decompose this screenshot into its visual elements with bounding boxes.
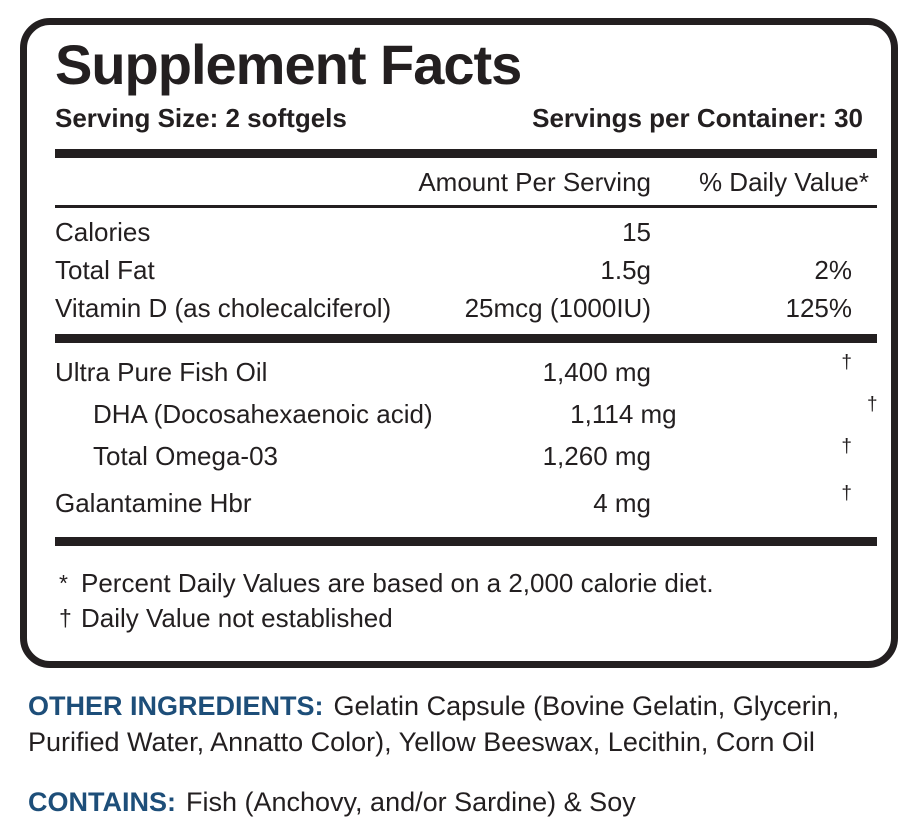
row-amount: 1,400 mg bbox=[542, 357, 651, 387]
footnote-percent-daily-value: * Percent Daily Values are based on a 2,… bbox=[55, 567, 877, 599]
other-ingredients-section: OTHER INGREDIENTS: Gelatin Capsule (Bovin… bbox=[28, 688, 873, 760]
amount-per-serving-header: Amount Per Serving bbox=[418, 167, 651, 197]
table-row-total-fat: Total Fat 1.5g 2% bbox=[55, 255, 877, 286]
row-name: Total Fat bbox=[55, 255, 155, 285]
row-amount: 1.5g bbox=[600, 255, 651, 285]
contains-text: Fish (Anchovy, and/or Sardine) & Soy bbox=[186, 787, 636, 817]
contains-label: CONTAINS: bbox=[28, 787, 176, 817]
divider-thick-top bbox=[55, 149, 877, 158]
panel-title: Supplement Facts bbox=[55, 33, 522, 96]
other-ingredients-label: OTHER INGREDIENTS: bbox=[28, 691, 324, 721]
table-row-dha: DHA (Docosahexaenoic acid) 1,114 mg † bbox=[55, 395, 878, 430]
supplement-facts-panel: Supplement Facts Serving Size: 2 softgel… bbox=[20, 18, 898, 668]
row-name: Ultra Pure Fish Oil bbox=[55, 357, 268, 387]
dagger-symbol: † bbox=[841, 352, 852, 373]
row-amount: 1,114 mg bbox=[570, 399, 677, 429]
row-daily-value: 125% bbox=[785, 293, 853, 323]
row-daily-value: 2% bbox=[814, 255, 852, 285]
row-name: Calories bbox=[55, 217, 151, 247]
dagger-marker: † bbox=[59, 605, 72, 631]
divider-thin-header bbox=[55, 205, 877, 208]
table-row-vitamin-d: Vitamin D (as cholecalciferol) 25mcg (10… bbox=[55, 293, 877, 324]
row-name: Galantamine Hbr bbox=[55, 488, 252, 518]
table-row-fish-oil: Ultra Pure Fish Oil 1,400 mg † bbox=[55, 353, 877, 388]
footnote-text: Daily Value not established bbox=[81, 603, 393, 633]
row-name: Total Omega-03 bbox=[93, 441, 278, 471]
row-amount: 1,260 mg bbox=[542, 441, 651, 471]
table-row-galantamine: Galantamine Hbr 4 mg † bbox=[55, 484, 877, 519]
asterisk-marker: * bbox=[59, 570, 68, 596]
servings-per-container-label: Servings per Container: 30 bbox=[532, 103, 863, 133]
dagger-symbol: † bbox=[867, 394, 878, 415]
table-header-row: Amount Per Serving % Daily Value* bbox=[55, 167, 877, 205]
daily-value-header: % Daily Value* bbox=[698, 167, 869, 197]
serving-size-label: Serving Size: 2 softgels bbox=[55, 103, 347, 133]
table-row-calories: Calories 15 bbox=[55, 217, 877, 248]
row-name: DHA (Docosahexaenoic acid) bbox=[93, 399, 433, 429]
footnote-text: Percent Daily Values are based on a 2,00… bbox=[81, 568, 714, 598]
footnote-daily-value-not-established: † Daily Value not established bbox=[55, 602, 877, 634]
serving-info-row: Serving Size: 2 softgels Servings per Co… bbox=[55, 103, 877, 134]
divider-thick-bottom bbox=[55, 537, 877, 546]
dagger-symbol: † bbox=[841, 483, 852, 504]
contains-section: CONTAINS: Fish (Anchovy, and/or Sardine) … bbox=[28, 784, 873, 820]
footnotes: * Percent Daily Values are based on a 2,… bbox=[55, 567, 877, 634]
other-ingredients-text: Gelatin Capsule (Bovine Gelatin, Glyceri… bbox=[28, 691, 840, 757]
row-name: Vitamin D (as cholecalciferol) bbox=[55, 293, 392, 323]
row-amount: 4 mg bbox=[593, 488, 651, 518]
row-amount: 15 bbox=[622, 217, 651, 247]
row-amount: 25mcg (1000IU) bbox=[464, 293, 651, 323]
divider-thick-middle bbox=[55, 334, 877, 343]
table-row-omega: Total Omega-03 1,260 mg † bbox=[55, 437, 877, 472]
dagger-symbol: † bbox=[841, 436, 852, 457]
